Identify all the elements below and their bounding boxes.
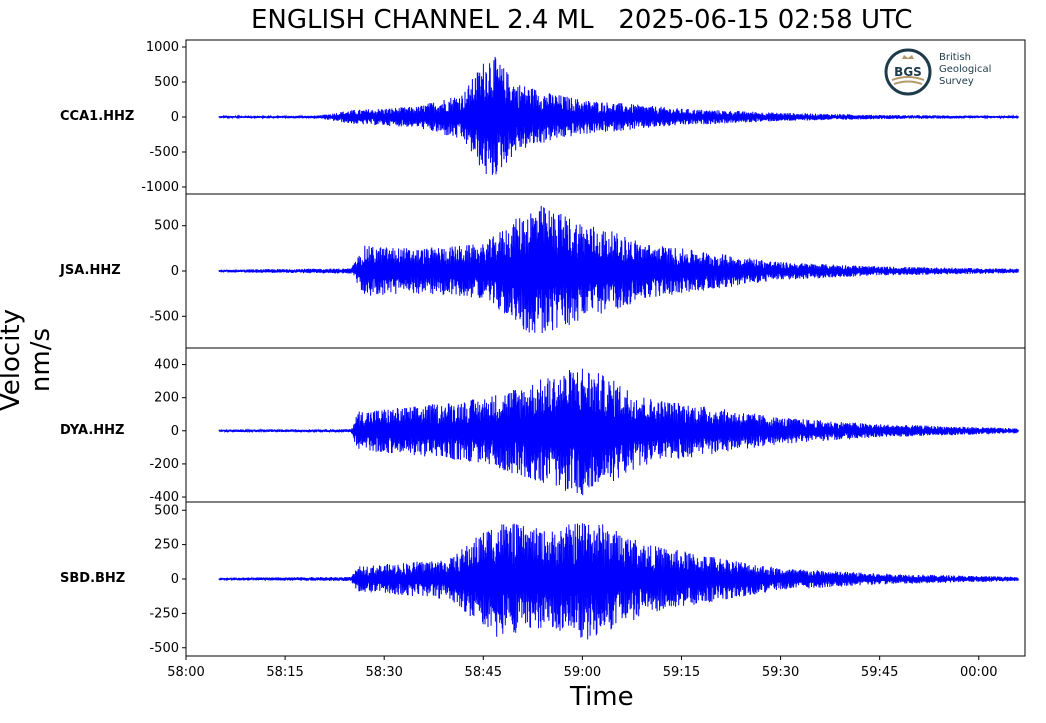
logo-initials: BGS [894,65,922,79]
x-tick-label: 59:45 [861,665,898,680]
x-tick-label: 58:45 [465,665,502,680]
y-tick-label: 0 [171,264,179,279]
x-tick-label: 59:00 [564,665,601,680]
y-tick-label: 200 [154,391,179,406]
y-tick-label: -1000 [141,180,179,195]
station-label: CCA1.HHZ [60,109,135,124]
station-label: SBD.BHZ [60,571,126,586]
y-tick-label: 500 [154,503,179,518]
station-label: DYA.HHZ [60,422,125,438]
y-tick-label: 1000 [146,40,179,55]
logo-line-3: Survey [939,76,974,87]
x-tick-label: 58:15 [266,665,303,680]
y-tick-label: -500 [149,309,179,324]
logo-line-2: Geological [939,64,992,75]
y-tick-label: 0 [171,424,179,439]
y-tick-label: -500 [149,641,179,656]
y-tick-label: -200 [149,457,179,472]
waveform-cca1-hhz [218,56,1019,175]
waveform-dya-hhz [218,368,1019,496]
waveform-sbd-bhz [218,523,1019,640]
y-tick-label: 0 [171,572,179,587]
y-tick-label: -250 [149,606,179,621]
x-axis-label: Time [570,682,634,712]
chart-title-text: ENGLISH CHANNEL 2.4 ML 2025-06-15 02:58 … [251,5,913,35]
x-tick-label: 00:00 [960,665,997,680]
x-tick-label: 59:30 [762,665,799,680]
y-tick-label: 500 [154,219,179,234]
y-tick-label: 250 [154,538,179,553]
waveform-jsa-hhz [218,205,1019,334]
y-tick-label: 0 [171,110,179,125]
y-tick-label: -500 [149,145,179,160]
y-tick-label: 500 [154,75,179,90]
x-tick-label: 59:15 [663,665,700,680]
logo-text: British Geological Survey [939,52,991,88]
bgs-logo-icon: BGS [884,48,932,96]
x-tick-label: 58:30 [365,665,402,680]
station-label: JSA.HHZ [60,263,121,278]
logo-line-1: British [939,52,971,63]
chart-title: ENGLISH CHANNEL 2.4 ML 2025-06-15 02:58 … [0,5,1046,65]
y-tick-label: -400 [149,490,179,505]
y-tick-label: 400 [154,358,179,373]
x-tick-label: 58:00 [167,665,204,680]
bgs-logo: BGS British Geological Survey [884,47,1014,99]
